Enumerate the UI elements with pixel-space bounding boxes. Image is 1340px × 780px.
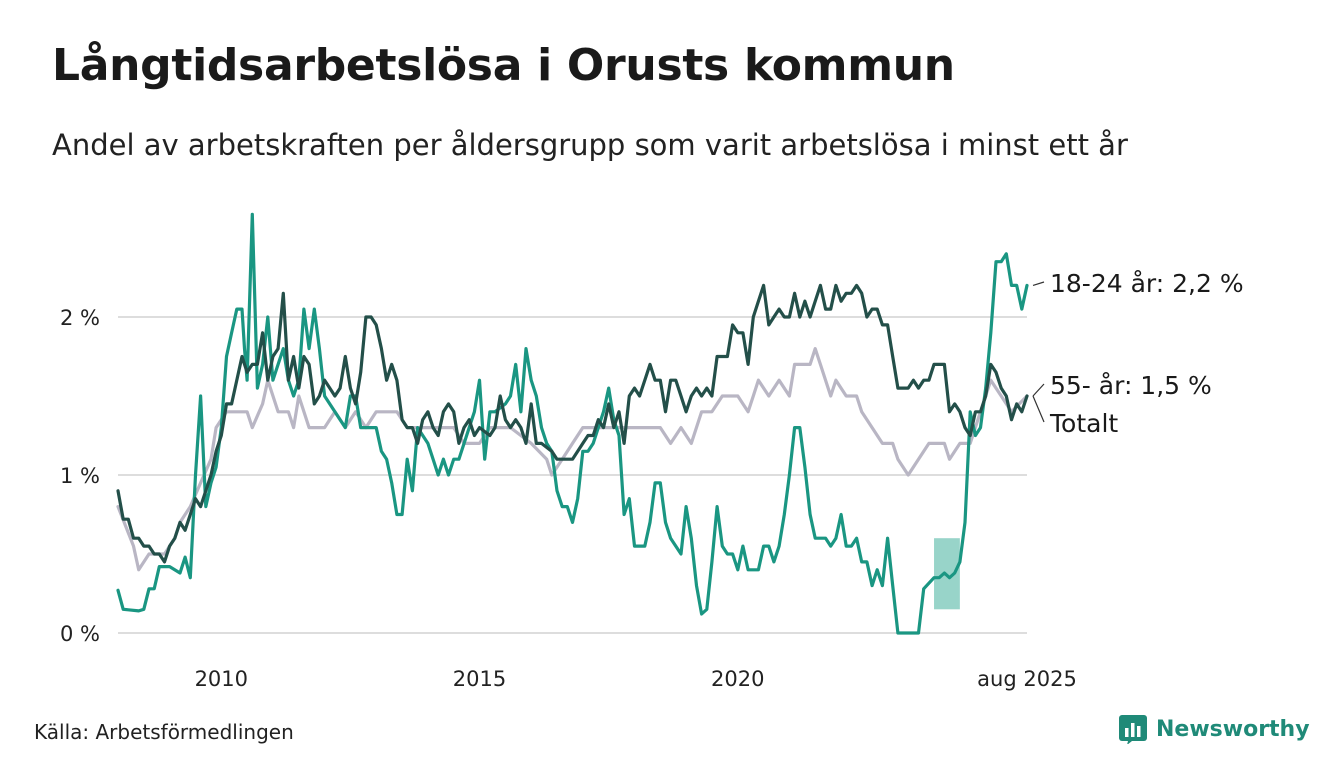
series-end-label: 18-24 år: 2,2 % bbox=[1050, 269, 1244, 298]
leader-line bbox=[1032, 281, 1045, 286]
series-line-2 bbox=[116, 283, 1029, 564]
chart-title: Långtidsarbetslösa i Orusts kommun bbox=[52, 40, 955, 91]
brand-name: Newsworthy bbox=[1156, 716, 1310, 742]
x-tick-label: aug 2025 bbox=[977, 667, 1077, 691]
series-end-labels: 55- år: 1,5 % 18-24 år: 2,2 % Totalt bbox=[1032, 269, 1244, 438]
series-end-label: 55- år: 1,5 % bbox=[1050, 371, 1212, 400]
y-tick-label: 2 % bbox=[60, 306, 100, 330]
x-axis-ticks: 2010 2015 2020 aug 2025 bbox=[195, 667, 1077, 691]
line-chart: 0 % 1 % 2 % 2010 2015 2020 aug 2025 55- år: 1… bbox=[60, 212, 1244, 691]
x-tick-label: 2020 bbox=[711, 667, 764, 691]
leader-line bbox=[1032, 395, 1045, 423]
source-note: Källa: Arbetsförmedlingen bbox=[34, 720, 294, 744]
series-line-1 bbox=[116, 212, 1029, 635]
y-tick-label: 1 % bbox=[60, 464, 100, 488]
chart-subtitle: Andel av arbetskraften per åldersgrupp s… bbox=[52, 128, 1128, 162]
leader-line bbox=[1032, 383, 1045, 397]
x-tick-label: 2010 bbox=[195, 667, 248, 691]
x-tick-label: 2015 bbox=[453, 667, 506, 691]
y-tick-label: 0 % bbox=[60, 622, 100, 646]
bar-chart-icon bbox=[1119, 715, 1147, 744]
series-line-0 bbox=[116, 347, 1029, 572]
series-end-label: Totalt bbox=[1049, 409, 1118, 438]
series-lines bbox=[116, 212, 1029, 635]
gridlines bbox=[118, 316, 1027, 634]
y-axis-ticks: 0 % 1 % 2 % bbox=[60, 306, 100, 646]
newsworthy-logo[interactable]: Newsworthy bbox=[1118, 714, 1310, 744]
